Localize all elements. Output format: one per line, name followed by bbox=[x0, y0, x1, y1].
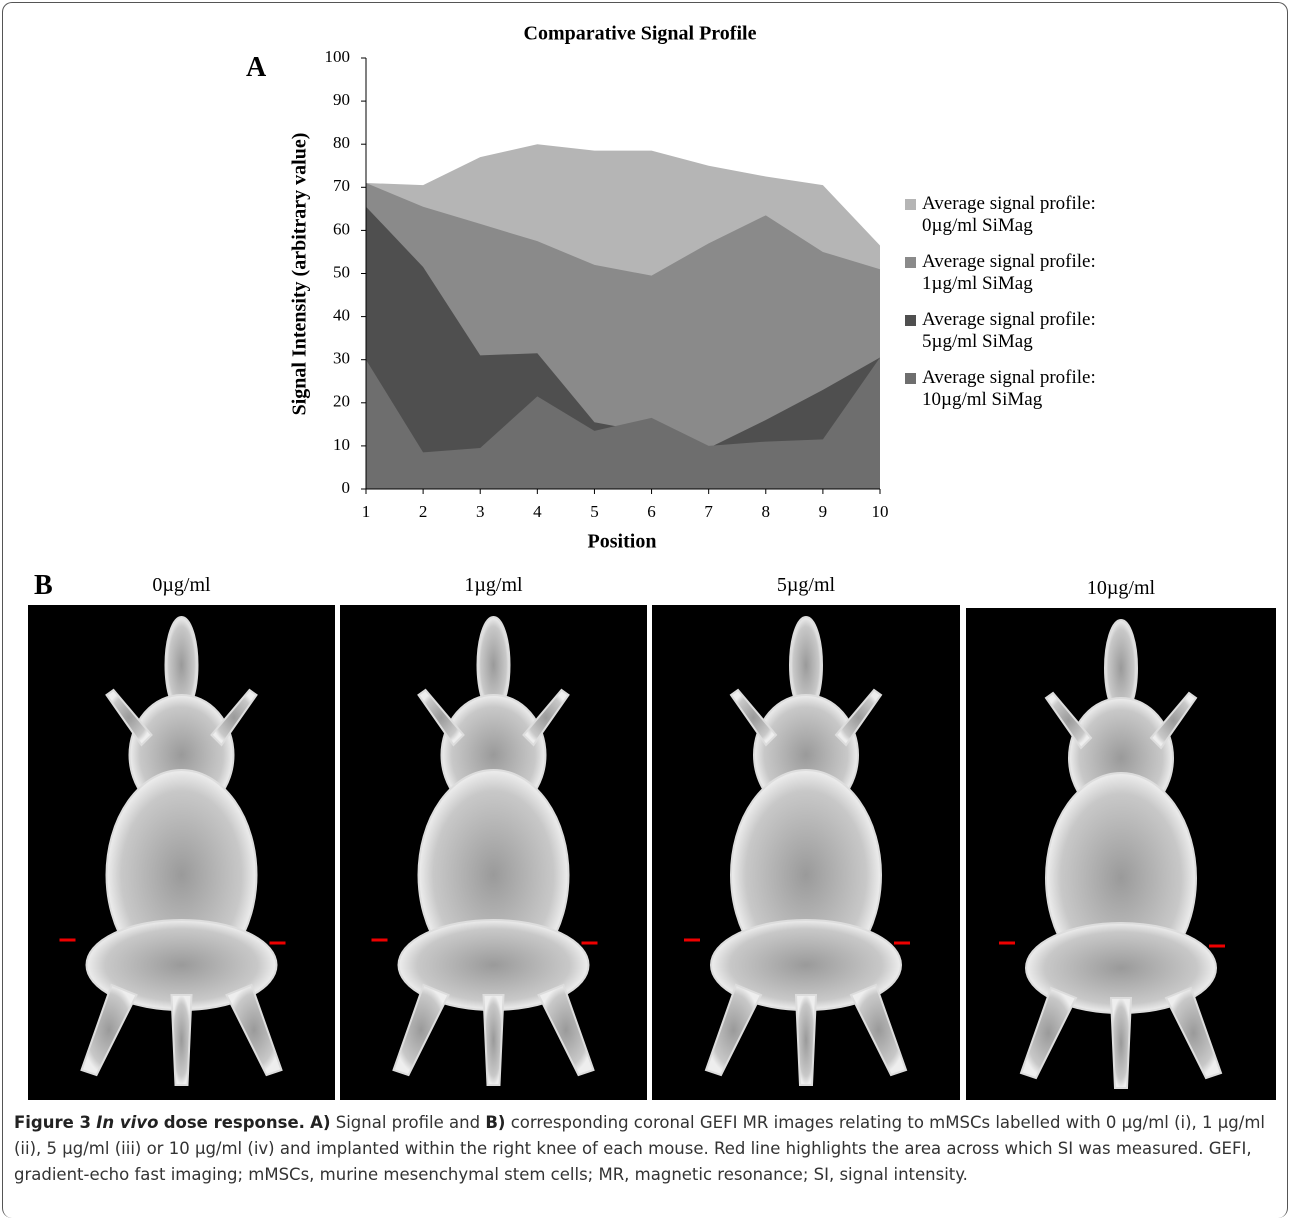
mouse-scan bbox=[28, 605, 335, 1100]
legend-item: Average signal profile: 5µg/ml SiMag bbox=[905, 309, 1165, 353]
y-tick-label: 90 bbox=[333, 90, 350, 109]
y-tick-label: 60 bbox=[333, 219, 350, 238]
x-tick-label: 6 bbox=[647, 502, 656, 521]
x-tick-label: 4 bbox=[533, 502, 542, 521]
x-tick-label: 1 bbox=[362, 502, 371, 521]
x-tick-label: 9 bbox=[819, 502, 828, 521]
caption-a-label: A) bbox=[310, 1113, 330, 1132]
caption-title-italic: In vivo bbox=[96, 1113, 158, 1132]
figure-number: Figure 3 bbox=[14, 1113, 91, 1132]
caption-b-label: B) bbox=[485, 1113, 505, 1132]
y-tick-label: 50 bbox=[333, 262, 350, 281]
caption-text: Signal profile and bbox=[336, 1113, 480, 1132]
mouse-scan bbox=[340, 605, 647, 1100]
y-tick-label: 80 bbox=[333, 133, 350, 152]
x-tick-label: 2 bbox=[419, 502, 428, 521]
mr-image bbox=[966, 608, 1276, 1100]
y-tick-label: 20 bbox=[333, 392, 350, 411]
y-tick-label: 30 bbox=[333, 349, 350, 368]
legend-label: Average signal profile: 5µg/ml SiMag bbox=[922, 309, 1137, 353]
legend-item: Average signal profile: 10µg/ml SiMag bbox=[905, 367, 1165, 411]
legend-label: Average signal profile: 10µg/ml SiMag bbox=[922, 367, 1137, 411]
image-label: 5µg/ml bbox=[656, 574, 956, 597]
chart-title: Comparative Signal Profile bbox=[524, 23, 757, 45]
x-tick-label: 5 bbox=[590, 502, 599, 521]
legend-swatch bbox=[905, 199, 916, 210]
legend-swatch bbox=[905, 373, 916, 384]
x-axis-label: Position bbox=[588, 531, 657, 553]
legend-swatch bbox=[905, 315, 916, 326]
mr-image bbox=[28, 605, 335, 1100]
image-label: 10µg/ml bbox=[971, 577, 1271, 600]
y-tick-label: 0 bbox=[342, 478, 351, 497]
y-tick-label: 40 bbox=[333, 306, 350, 325]
legend-item: Average signal profile: 1µg/ml SiMag bbox=[905, 251, 1165, 295]
mouse-scan bbox=[966, 608, 1276, 1100]
y-tick-label: 100 bbox=[325, 47, 351, 66]
caption: Figure 3 In vivo dose response. A) Signa… bbox=[14, 1110, 1276, 1188]
y-tick-label: 70 bbox=[333, 176, 350, 195]
legend: Average signal profile: 0µg/ml SiMag Aver… bbox=[905, 193, 1165, 425]
image-label: 0µg/ml bbox=[32, 574, 332, 597]
legend-item: Average signal profile: 0µg/ml SiMag bbox=[905, 193, 1165, 237]
mouse-scan bbox=[652, 605, 960, 1100]
x-tick-label: 3 bbox=[476, 502, 485, 521]
image-label: 1µg/ml bbox=[344, 574, 644, 597]
x-tick-label: 7 bbox=[704, 502, 713, 521]
legend-label: Average signal profile: 0µg/ml SiMag bbox=[922, 193, 1137, 237]
x-tick-label: 8 bbox=[762, 502, 771, 521]
mr-image bbox=[652, 605, 960, 1100]
caption-title: dose response. bbox=[164, 1113, 305, 1132]
page: {"panel_a": "A", "panel_b": "B", "chart_… bbox=[0, 0, 1290, 1222]
y-tick-label: 10 bbox=[333, 435, 350, 454]
y-axis-label: Signal Intensity (arbitrary value) bbox=[289, 133, 311, 416]
legend-swatch bbox=[905, 257, 916, 268]
mr-image bbox=[340, 605, 647, 1100]
x-tick-label: 10 bbox=[872, 502, 889, 521]
legend-label: Average signal profile: 1µg/ml SiMag bbox=[922, 251, 1137, 295]
